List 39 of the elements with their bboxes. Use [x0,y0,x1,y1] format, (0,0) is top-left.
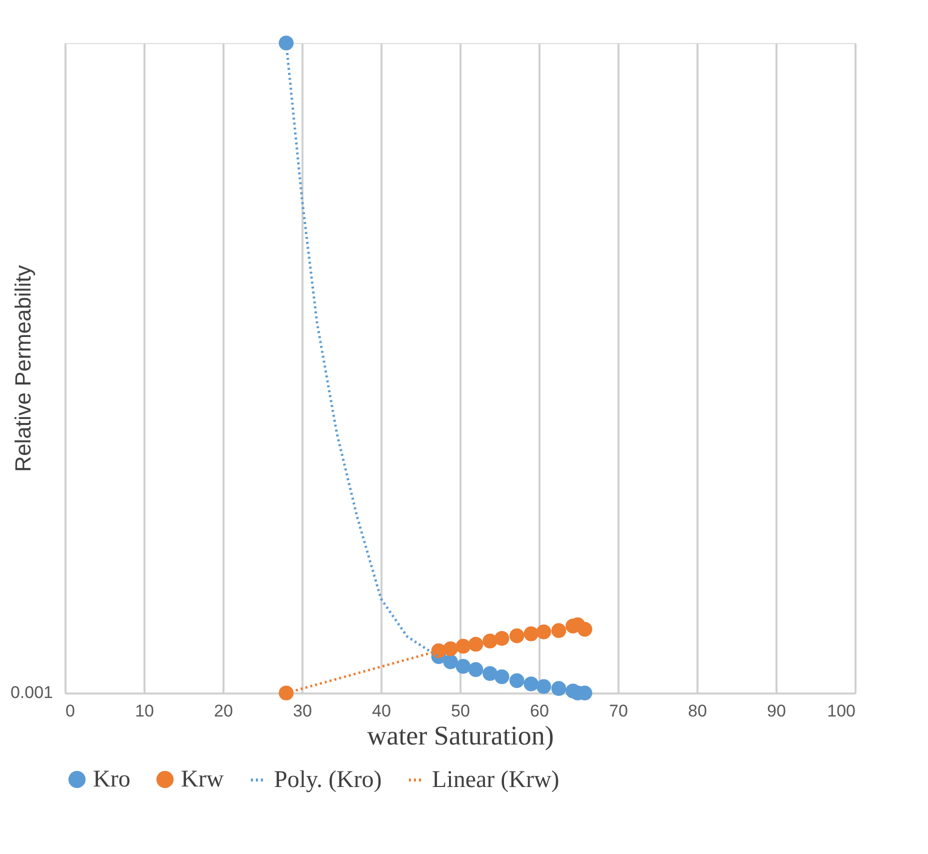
point [443,641,458,656]
x-axis-title: water Saturation) [367,720,554,750]
legend-label: Linear (Krw) [432,767,560,793]
point [524,626,539,642]
point [278,36,294,50]
point [482,634,498,648]
x-tick-label: 60 [530,702,549,720]
x-tick-label: 0 [66,702,75,720]
point [456,638,471,654]
point [577,622,592,637]
x-tick-label: 100 [827,702,856,720]
point [509,673,524,688]
point [551,681,566,696]
point [494,669,510,684]
legend-label: Kro [93,766,130,792]
point [482,666,498,681]
legend-label: Krw [181,766,224,792]
point [278,686,294,700]
y-axis-title: Relative Permeability [10,265,36,472]
x-tick-label: 40 [372,702,391,720]
point [509,628,524,644]
x-tick-label: 10 [135,702,154,720]
x-tick-label: 30 [293,702,312,720]
point [494,631,510,646]
point [468,662,484,677]
x-tick-label: 50 [451,702,470,720]
point [536,679,552,694]
x-tick-label: 80 [688,702,707,720]
x-tick-label: 20 [214,702,233,720]
text: 0.001 [10,683,53,702]
point [536,624,552,640]
x-tick-label: 70 [609,702,628,720]
legend-label: Poly. (Kro) [274,767,382,793]
x-tick-label: 90 [767,702,786,720]
point [524,676,539,692]
point [456,658,471,674]
point [551,623,566,638]
point [468,636,484,652]
point [443,654,458,670]
